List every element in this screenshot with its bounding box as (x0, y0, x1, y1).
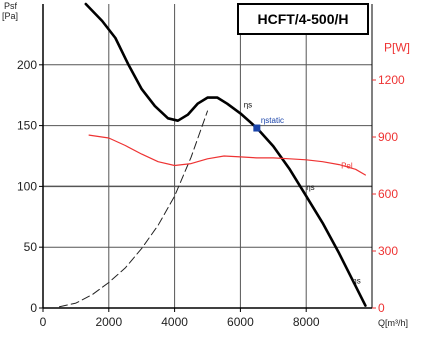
y-axis-label: Psf (4, 1, 18, 11)
y-tick-label-200: 200 (17, 58, 37, 72)
p-tick-label-300: 300 (378, 244, 398, 258)
series-line-2 (59, 110, 208, 308)
y-tick-label-150: 150 (17, 119, 37, 133)
y-tick-label-50: 50 (24, 240, 38, 254)
annotation-4: ηs (352, 277, 360, 286)
p-tick-label-1200: 1200 (378, 73, 405, 87)
chart-title-box: HCFT/4-500/H (237, 3, 369, 35)
chart-grid (42, 4, 372, 309)
x-tick-label-2000: 2000 (95, 315, 122, 329)
p-tick-label-600: 600 (378, 187, 398, 201)
x-tick-label-0: 0 (40, 315, 47, 329)
annotation-3: ηs (306, 183, 314, 192)
x-axis-label: Q[m³/h] (378, 318, 408, 328)
y-axis-unit: [Pa] (2, 11, 18, 21)
series-label-3: Pel (341, 162, 353, 171)
p-tick-label-0: 0 (378, 301, 385, 315)
operating-point-marker (253, 124, 261, 132)
y-tick-label-100: 100 (17, 179, 37, 193)
x-tick-label-6000: 6000 (227, 315, 254, 329)
annotation-2: ηs (244, 100, 252, 109)
chart-series: Pel (59, 2, 367, 308)
x-tick-label-4000: 4000 (161, 315, 188, 329)
p-axis-label: P[W] (384, 41, 410, 55)
series-line-3 (88, 134, 366, 176)
series-line-1 (84, 2, 367, 307)
p-tick-label-900: 900 (378, 130, 398, 144)
annotation-1: ηstatic (261, 116, 284, 125)
x-tick-label-8000: 8000 (293, 315, 320, 329)
chart-title: HCFT/4-500/H (257, 11, 348, 27)
chart-annotations: ηstatic ηs ηs ηs (244, 100, 361, 285)
y-tick-label-0: 0 (30, 301, 37, 315)
